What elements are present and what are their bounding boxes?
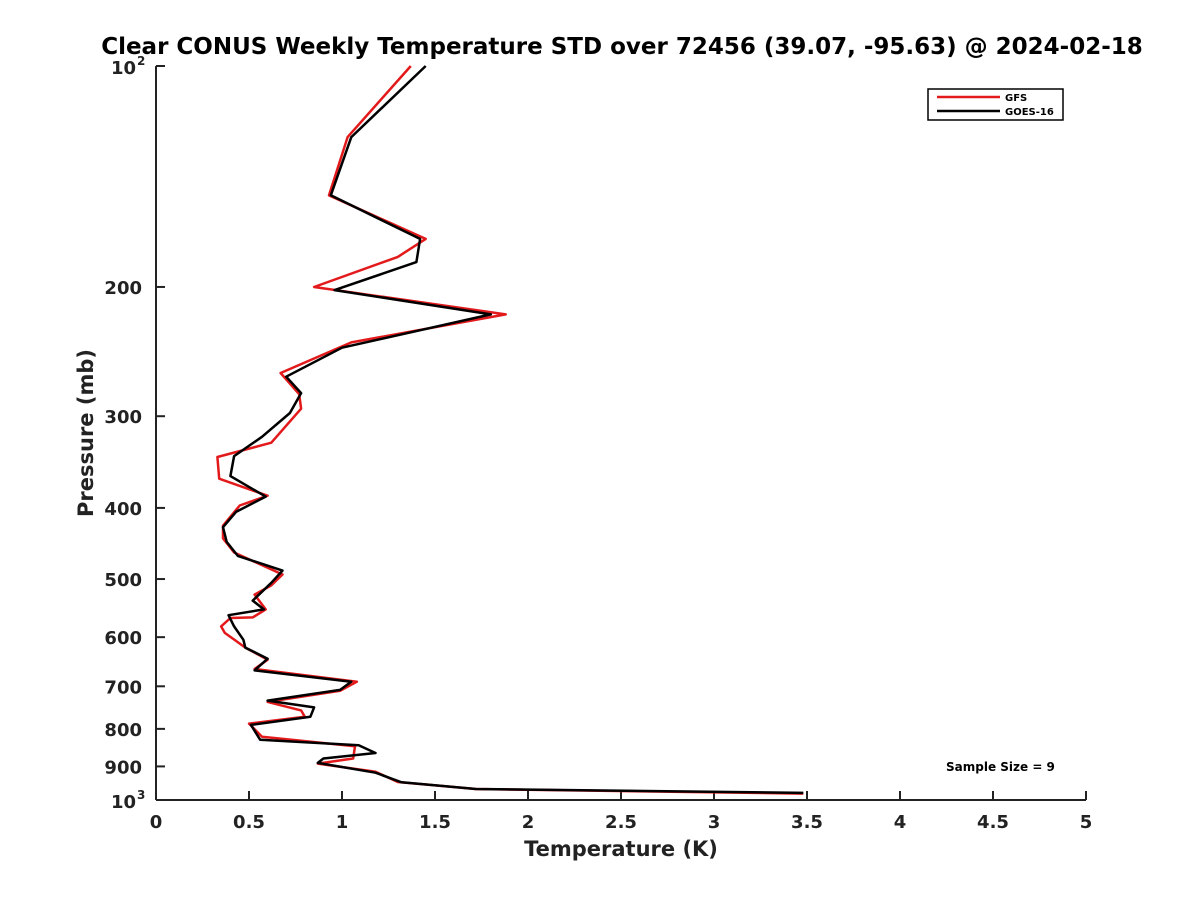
y-tick-label: 900	[104, 757, 142, 778]
y-tick-label: 10	[111, 58, 136, 79]
x-axis-label: Temperature (K)	[524, 837, 718, 861]
x-tick-label: 1.5	[419, 812, 451, 833]
sample-size-annotation: Sample Size = 9	[946, 760, 1055, 774]
y-tick-exponent: 2	[137, 54, 145, 68]
chart-title: Clear CONUS Weekly Temperature STD over …	[101, 34, 1143, 60]
x-tick-label: 2.5	[605, 812, 637, 833]
data-series	[216, 65, 804, 795]
series-line-gfs	[216, 65, 804, 795]
x-tick-label: 0.5	[233, 812, 265, 833]
axes: 0 0.5 1 1.5 2 2.5 3 3.5 4 4.5 5 10 2200300400500600…	[104, 54, 1092, 833]
y-tick-label: 200	[104, 278, 142, 299]
x-tick-label: 1	[336, 812, 349, 833]
y-tick-label: 500	[104, 570, 142, 591]
legend-box	[927, 88, 1064, 121]
x-tick-label: 5	[1080, 812, 1093, 833]
y-tick-label: 10	[111, 792, 136, 813]
x-tick-label: 4.5	[977, 812, 1009, 833]
legend-label-goes16: GOES-16	[1005, 107, 1054, 118]
series-line-goes16	[221, 65, 804, 795]
x-tick-label: 3	[708, 812, 721, 833]
y-tick-label: 800	[104, 720, 142, 741]
y-tick-exponent: 3	[137, 788, 145, 802]
x-axis-ticks: 0 0.5 1 1.5 2 2.5 3 3.5 4 4.5 5	[150, 791, 1093, 833]
y-tick-label: 600	[104, 628, 142, 649]
y-axis-label: Pressure (mb)	[74, 349, 98, 517]
x-tick-label: 3.5	[791, 812, 823, 833]
y-tick-label: 700	[104, 677, 142, 698]
y-tick-label: 300	[104, 407, 142, 428]
y-tick-label: 400	[104, 499, 142, 520]
x-tick-label: 4	[894, 812, 907, 833]
legend: GFS GOES-16	[927, 88, 1064, 121]
legend-label-gfs: GFS	[1005, 93, 1027, 104]
x-tick-label: 0	[150, 812, 163, 833]
x-tick-label: 2	[522, 812, 535, 833]
